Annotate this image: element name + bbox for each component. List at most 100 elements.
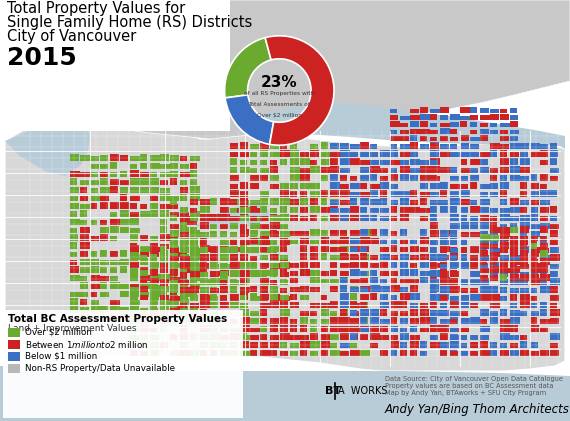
Bar — [510, 310, 520, 316]
Bar — [200, 254, 209, 261]
Bar — [480, 286, 490, 293]
Text: Between $1 million to $2 million: Between $1 million to $2 million — [25, 339, 148, 350]
Bar — [80, 234, 89, 241]
Bar — [300, 335, 309, 340]
Bar — [230, 280, 239, 285]
Bar — [380, 294, 388, 300]
Bar — [350, 254, 358, 260]
Bar — [530, 259, 538, 265]
Bar — [260, 216, 268, 221]
Bar — [110, 276, 118, 281]
Bar — [540, 223, 550, 229]
Bar — [350, 293, 357, 300]
Bar — [520, 341, 527, 348]
Bar — [410, 207, 420, 213]
Bar — [490, 192, 498, 197]
Bar — [390, 245, 397, 252]
Bar — [400, 136, 409, 141]
Bar — [400, 198, 409, 205]
Bar — [350, 192, 360, 197]
Bar — [340, 309, 348, 316]
Bar — [220, 327, 229, 332]
Bar — [390, 295, 397, 300]
Bar — [290, 263, 299, 268]
Bar — [210, 261, 218, 268]
Bar — [120, 307, 129, 313]
Bar — [230, 167, 237, 173]
Bar — [480, 135, 488, 141]
Bar — [460, 168, 470, 173]
Bar — [420, 303, 428, 308]
Bar — [400, 327, 407, 332]
Bar — [170, 334, 177, 340]
Bar — [500, 150, 507, 157]
Bar — [320, 319, 329, 324]
Bar — [470, 168, 478, 173]
Bar — [150, 258, 157, 265]
Text: Andy Yan/Bing Thom Architects: Andy Yan/Bing Thom Architects — [385, 403, 570, 416]
Bar — [360, 317, 368, 324]
Bar — [290, 231, 300, 236]
Bar — [260, 216, 269, 221]
Bar — [250, 311, 259, 316]
Bar — [520, 226, 529, 233]
Bar — [200, 232, 209, 237]
Bar — [350, 311, 359, 316]
Bar — [140, 278, 147, 284]
Bar — [110, 219, 120, 225]
Bar — [180, 279, 188, 284]
Bar — [480, 350, 490, 356]
Bar — [360, 278, 368, 284]
Bar — [240, 351, 247, 356]
Bar — [90, 275, 100, 281]
Bar — [200, 272, 208, 277]
Bar — [160, 180, 168, 185]
Bar — [260, 142, 269, 149]
Bar — [200, 350, 207, 356]
Bar — [330, 182, 340, 189]
Bar — [150, 327, 157, 332]
Bar — [310, 239, 319, 244]
Bar — [350, 279, 360, 284]
Bar — [230, 319, 237, 324]
Bar — [370, 326, 379, 332]
Bar — [80, 210, 87, 217]
Bar — [100, 282, 107, 289]
Bar — [290, 335, 300, 340]
Bar — [360, 286, 370, 292]
Bar — [220, 270, 229, 276]
Bar — [70, 292, 80, 297]
Bar — [350, 286, 358, 292]
Bar — [120, 187, 128, 193]
Bar — [540, 250, 548, 257]
Bar — [410, 121, 419, 127]
Bar — [240, 262, 250, 268]
Bar — [240, 142, 248, 149]
Bar — [540, 309, 547, 316]
Bar — [390, 335, 398, 340]
Bar — [280, 262, 290, 269]
Bar — [500, 319, 510, 324]
Bar — [250, 206, 257, 213]
Bar — [490, 222, 497, 229]
Bar — [140, 270, 148, 276]
Bar — [460, 295, 469, 301]
Bar — [330, 343, 337, 348]
Bar — [390, 262, 397, 268]
Bar — [190, 208, 197, 213]
Bar — [270, 222, 280, 229]
Bar — [480, 184, 490, 189]
Bar — [550, 150, 558, 157]
Bar — [290, 199, 299, 205]
Bar — [150, 283, 158, 289]
Bar — [490, 150, 497, 157]
Bar — [90, 180, 99, 185]
Bar — [460, 254, 467, 261]
Bar — [260, 309, 267, 316]
Bar — [510, 121, 518, 127]
Bar — [490, 123, 497, 127]
Bar — [460, 247, 467, 253]
Bar — [130, 156, 140, 161]
Bar — [250, 208, 260, 213]
Bar — [330, 301, 338, 308]
